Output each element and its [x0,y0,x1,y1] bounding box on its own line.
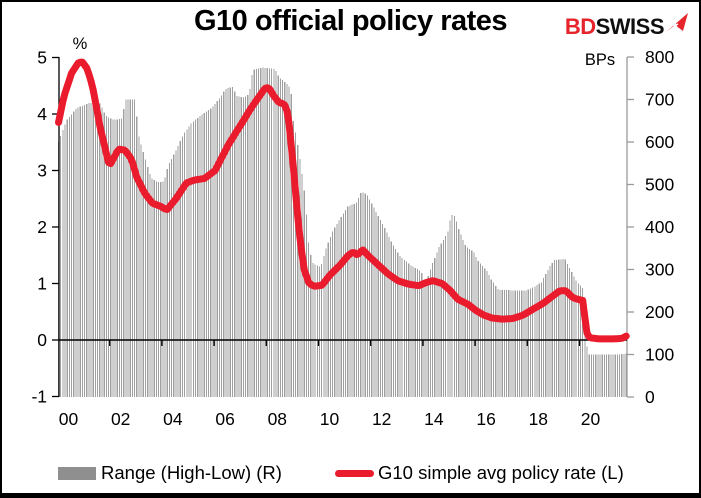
brand-logo-bd: BD [564,14,596,39]
svg-text:800: 800 [645,47,674,67]
svg-text:20: 20 [581,409,601,429]
svg-text:5: 5 [37,48,47,68]
svg-text:1: 1 [37,274,47,294]
svg-text:02: 02 [111,409,130,429]
svg-text:BPs: BPs [585,51,615,69]
avg-rate-line-swatch-icon [335,469,374,477]
range-bar-swatch-icon [58,466,96,480]
legend-avg-rate-label: G10 simple avg policy rate (L) [378,462,624,483]
brand-logo-swiss: SWISS [595,14,665,39]
svg-text:400: 400 [645,217,674,237]
svg-text:14: 14 [424,409,444,429]
svg-text:12: 12 [372,409,391,429]
svg-text:200: 200 [645,302,674,322]
svg-text:00: 00 [59,409,79,429]
brand-arrow-icon [664,13,689,40]
svg-text:-1: -1 [31,387,47,407]
svg-text:16: 16 [476,409,495,429]
svg-text:100: 100 [645,345,674,365]
legend-item-range: Range (High-Low) (R) [58,462,282,484]
page-title: G10 official policy rates [193,5,508,37]
svg-text:06: 06 [215,409,234,429]
svg-text:%: % [73,35,88,53]
svg-text:08: 08 [268,409,287,429]
svg-text:10: 10 [320,409,340,429]
svg-text:0: 0 [37,330,47,350]
svg-text:600: 600 [645,132,674,152]
legend-item-avg-rate: G10 simple avg policy rate (L) [335,462,624,484]
legend-range-label: Range (High-Low) (R) [101,462,282,483]
svg-text:2: 2 [37,217,47,237]
svg-text:3: 3 [37,161,47,181]
svg-text:4: 4 [37,104,47,124]
svg-text:0: 0 [645,387,655,407]
svg-text:300: 300 [645,260,674,280]
svg-text:18: 18 [529,409,548,429]
svg-text:500: 500 [645,175,674,195]
svg-text:700: 700 [645,90,674,110]
brand-logo: BD SWISS [558,13,689,40]
svg-text:04: 04 [163,409,183,429]
